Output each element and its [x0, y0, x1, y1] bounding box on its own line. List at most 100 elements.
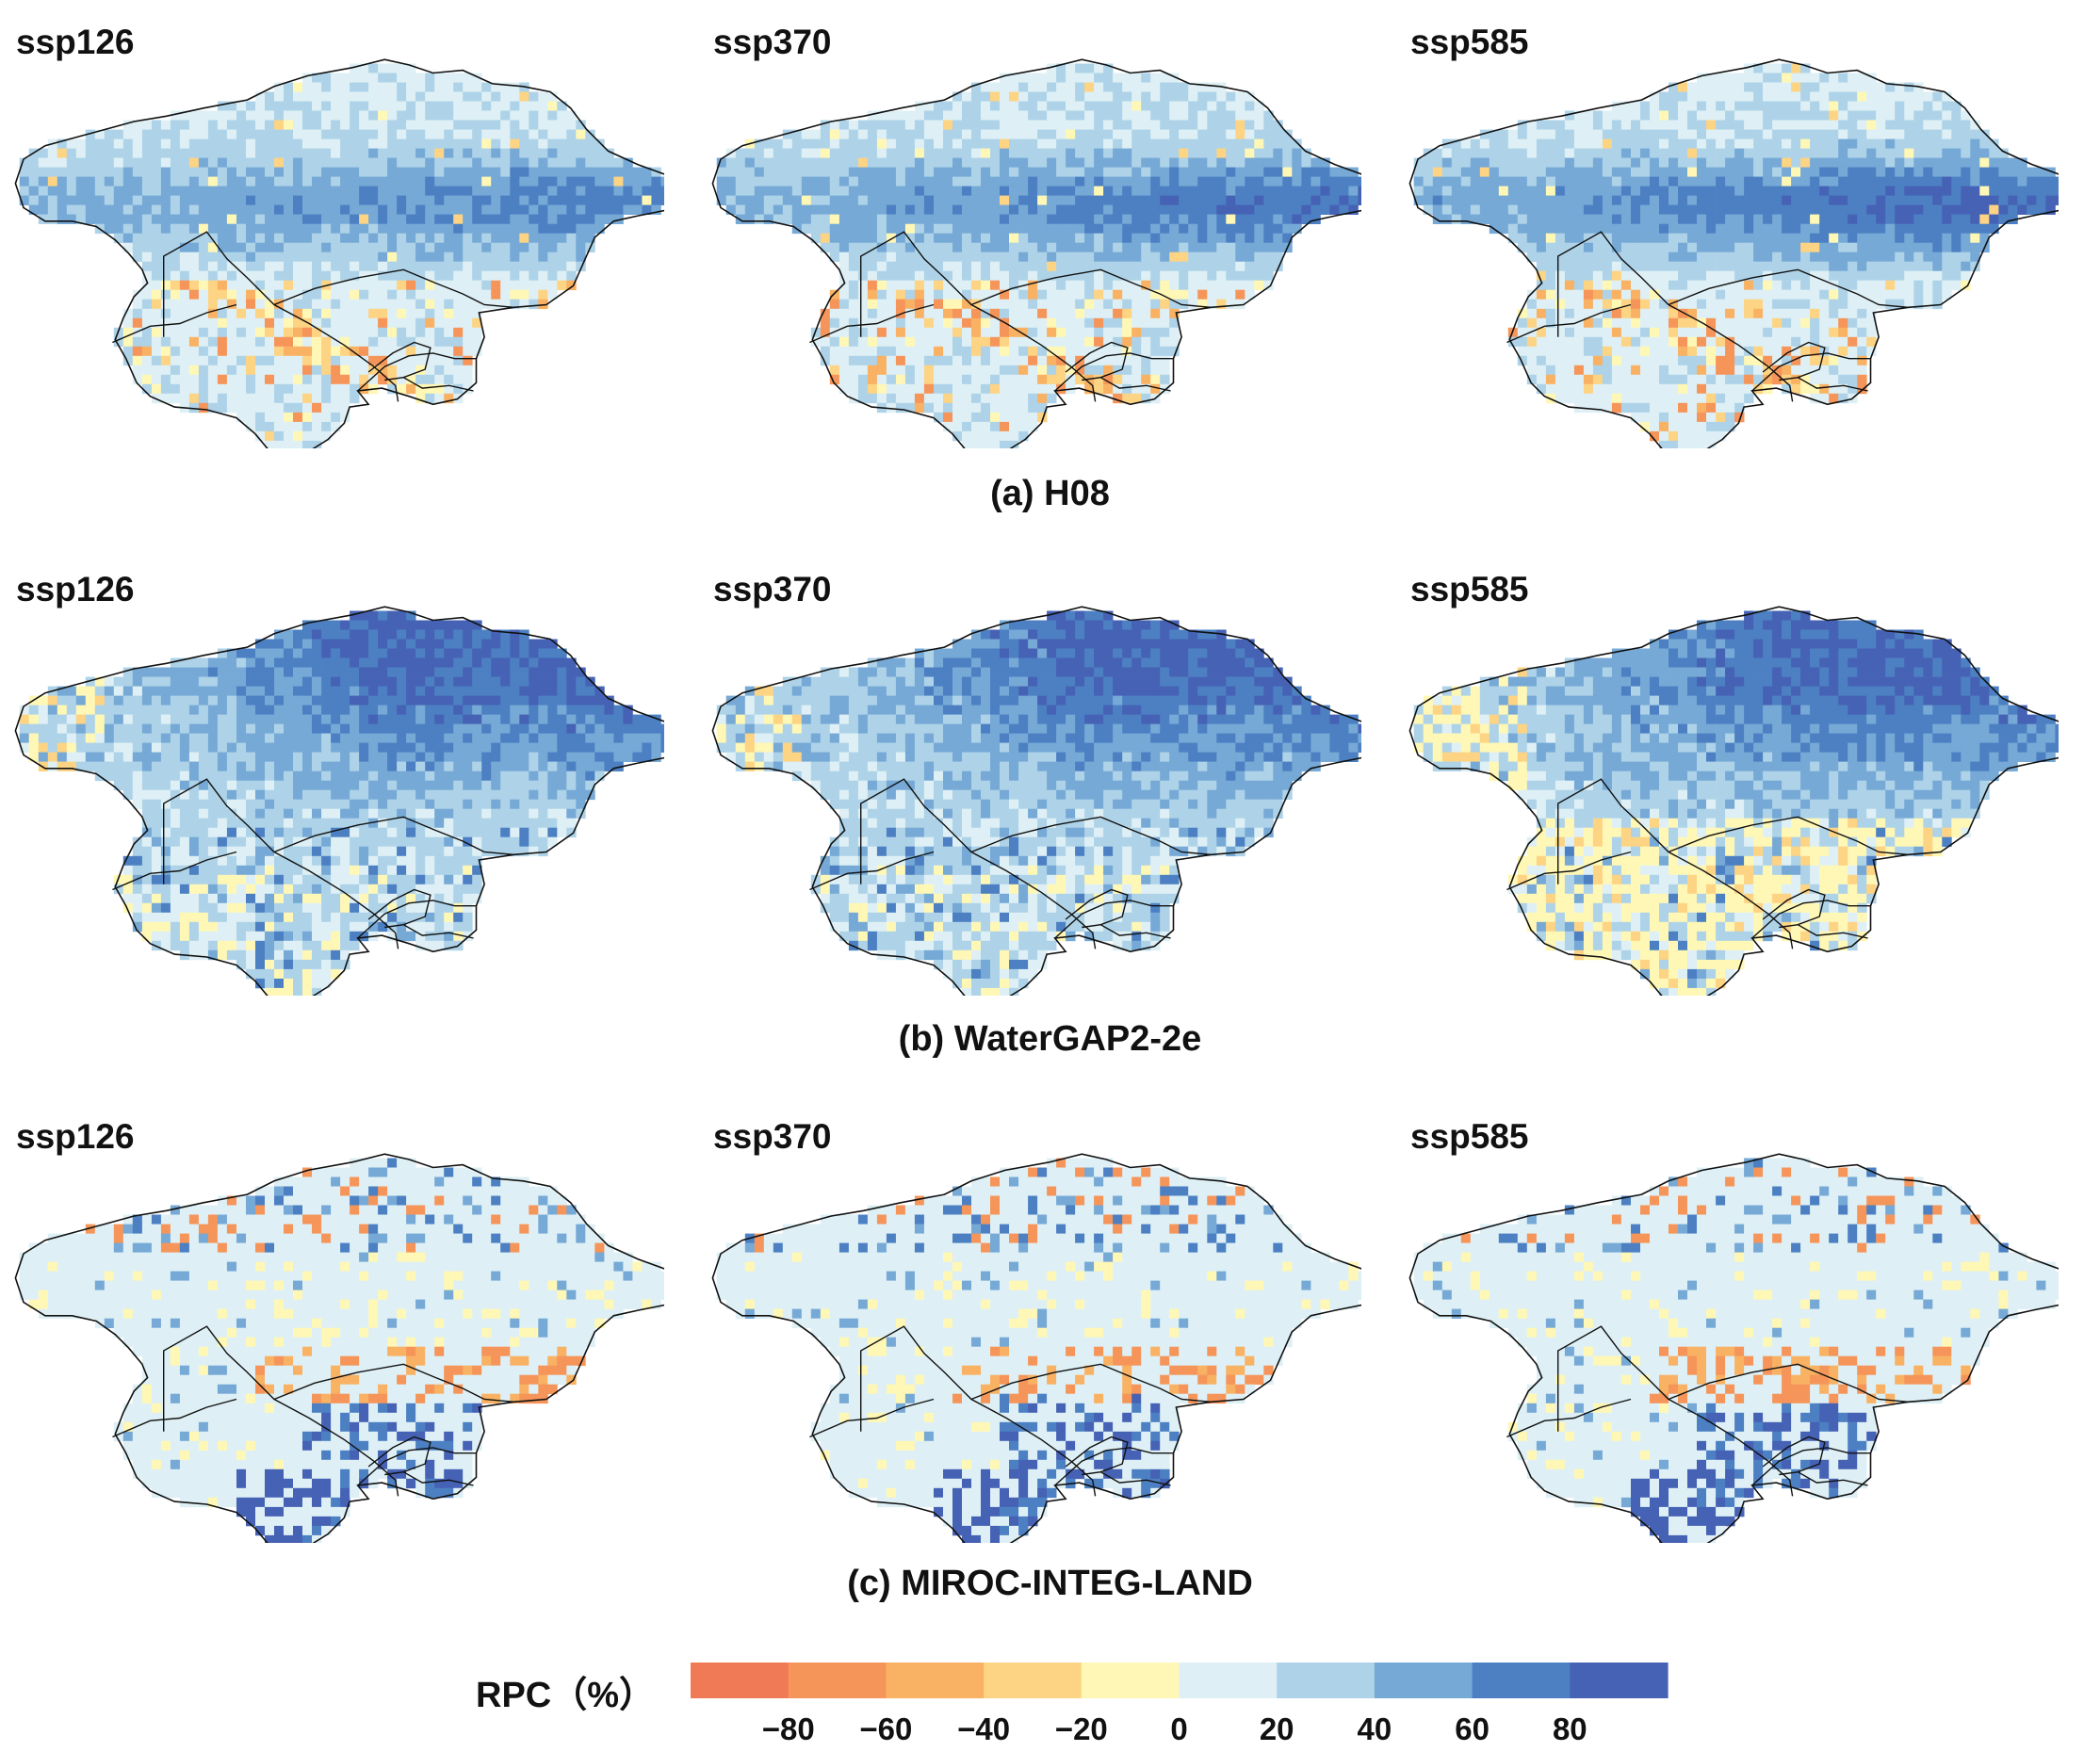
region-outline: [1408, 606, 2059, 996]
country-border: [1099, 377, 1171, 392]
map-panel-miroc-ssp126: ssp126: [5, 1100, 664, 1543]
row-title-h08: (a) H08: [990, 474, 1110, 513]
grid-cells: [1413, 1158, 2059, 1543]
country-border: [112, 303, 237, 344]
legend-swatch: [1374, 1663, 1473, 1698]
map-panel-h08-ssp585: ssp585: [1399, 6, 2059, 448]
country-border: [1054, 352, 1174, 392]
map-panel-watergap-ssp585: ssp585: [1399, 553, 2059, 996]
country-border: [1506, 1398, 1632, 1438]
map-panel-miroc-ssp585: ssp585: [1399, 1100, 2059, 1543]
map-miroc-ssp126: [14, 1153, 664, 1543]
region-outline: [14, 1153, 664, 1543]
map-watergap-ssp370: [711, 606, 1361, 996]
legend-tick-label: −80: [761, 1711, 815, 1746]
country-border: [1506, 851, 1632, 891]
grid-cells: [716, 63, 1361, 448]
grid-cells: [19, 1158, 664, 1543]
country-border: [809, 1398, 935, 1438]
map-h08-ssp585: [1408, 58, 2059, 448]
country-border: [367, 1436, 431, 1476]
grid-cells: [716, 1158, 1361, 1543]
country-border: [1797, 377, 1868, 392]
region-outline: [711, 1153, 1361, 1543]
legend-tick-label: 20: [1259, 1711, 1294, 1746]
country-border: [1751, 1447, 1871, 1486]
country-border: [1797, 1471, 1868, 1486]
scenario-label: ssp370: [713, 570, 832, 608]
country-border: [1054, 1447, 1174, 1486]
map-panel-h08-ssp126: ssp126: [5, 6, 664, 448]
country-border: [273, 1363, 514, 1403]
country-border: [273, 268, 514, 308]
legend-tick-label: 40: [1357, 1711, 1392, 1746]
country-border: [1797, 924, 1868, 939]
map-panel-h08-ssp370: ssp370: [702, 6, 1361, 448]
scenario-label: ssp126: [16, 1117, 135, 1156]
legend-tick-label: 0: [1170, 1711, 1188, 1746]
scenario-label: ssp585: [1410, 23, 1529, 61]
country-border: [357, 352, 477, 392]
scenario-label: ssp126: [16, 570, 135, 608]
map-watergap-ssp585: [1408, 606, 2059, 996]
country-border: [402, 377, 474, 392]
country-border: [970, 1363, 1212, 1403]
region-outline: [711, 58, 1361, 448]
legend-colorbar: [691, 1663, 1669, 1698]
country-border: [1668, 816, 1909, 855]
grid-cells: [1413, 610, 2059, 996]
row-title-watergap: (b) WaterGAP2-2e: [898, 1019, 1202, 1059]
country-border: [357, 1447, 477, 1486]
map-miroc-ssp370: [711, 1153, 1361, 1543]
legend-swatch: [1570, 1663, 1669, 1698]
legend-tick-label: 80: [1552, 1711, 1587, 1746]
country-border: [1668, 268, 1909, 308]
scenario-label: ssp126: [16, 23, 135, 61]
map-watergap-ssp126: [14, 606, 664, 996]
scenario-label: ssp370: [713, 1117, 832, 1156]
map-panel-watergap-ssp370: ssp370: [702, 553, 1361, 996]
legend-swatch: [788, 1663, 887, 1698]
legend-swatch: [691, 1663, 790, 1698]
grid-cells: [19, 63, 664, 448]
country-border: [1751, 352, 1871, 392]
legend-swatch: [1179, 1663, 1278, 1698]
country-border: [1668, 1363, 1909, 1403]
map-panel-miroc-ssp370: ssp370: [702, 1100, 1361, 1543]
row-title-miroc: (c) MIROC-INTEG-LAND: [847, 1564, 1253, 1603]
legend-swatch: [984, 1663, 1083, 1698]
country-border: [112, 851, 237, 891]
scenario-label: ssp585: [1410, 570, 1529, 608]
grid-cells: [1413, 63, 2059, 448]
country-border: [809, 303, 935, 344]
country-border: [809, 851, 935, 891]
region-outline: [711, 606, 1361, 996]
legend-tick-label: −60: [859, 1711, 913, 1746]
grid-cells: [716, 610, 1361, 996]
map-h08-ssp370: [711, 58, 1361, 448]
country-border: [402, 924, 474, 939]
legend-title: RPC（%）: [476, 1676, 656, 1715]
country-border: [402, 1471, 474, 1486]
legend-tick-label: 60: [1455, 1711, 1490, 1746]
legend-swatch: [1081, 1663, 1180, 1698]
legend-swatch: [1277, 1663, 1376, 1698]
map-miroc-ssp585: [1408, 1153, 2059, 1543]
country-border: [273, 816, 514, 855]
legend-swatch: [1472, 1663, 1571, 1698]
legend-tick-label: −20: [1054, 1711, 1108, 1746]
country-border: [1054, 900, 1174, 939]
scenario-label: ssp585: [1410, 1117, 1529, 1156]
region-outline: [1408, 58, 2059, 448]
country-border: [1099, 924, 1171, 939]
map-h08-ssp126: [14, 58, 664, 448]
legend-swatch: [886, 1663, 985, 1698]
country-border: [1751, 900, 1871, 939]
scenario-label: ssp370: [713, 23, 832, 61]
grid-cells: [19, 610, 664, 996]
region-outline: [14, 58, 664, 448]
country-border: [357, 900, 477, 939]
country-border: [970, 268, 1212, 308]
country-border: [970, 816, 1212, 855]
country-border: [1506, 303, 1632, 344]
